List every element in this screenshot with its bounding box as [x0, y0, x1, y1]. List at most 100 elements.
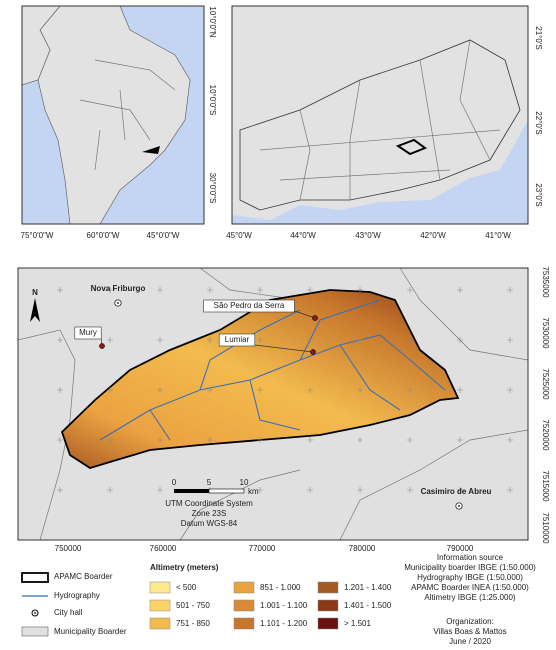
altimetry-swatch	[317, 599, 339, 612]
grid-cross	[157, 387, 163, 393]
grid-cross	[507, 337, 513, 343]
altimetry-label: 1.201 - 1.400	[344, 583, 392, 592]
northing-label: 7520000	[541, 419, 550, 451]
altimetry-swatch	[149, 617, 171, 630]
grid-cross	[157, 437, 163, 443]
info-line: APAMC Boarder INEA (1:50.000)	[411, 583, 529, 592]
info-line: Altimetry IBGE (1:25.000)	[424, 593, 515, 602]
grid-cross	[207, 287, 213, 293]
grid-cross	[307, 437, 313, 443]
label-box	[74, 326, 102, 340]
legend-label: City hall	[54, 608, 83, 617]
grid-cross	[107, 337, 113, 343]
lon-label: 41°0'W	[485, 231, 511, 240]
legend-label: Hydrography	[54, 591, 100, 600]
grid-cross	[357, 387, 363, 393]
grid-cross	[57, 287, 63, 293]
lon-label: 45°0'0"W	[147, 231, 180, 240]
grid-cross	[357, 337, 363, 343]
credits-line: Villas Boas & Mattos	[433, 627, 506, 636]
lon-label: 60°0'0"W	[87, 231, 120, 240]
easting-label: 780000	[349, 544, 376, 553]
scale-unit: km	[248, 487, 259, 496]
place-label: Casimiro de Abreu	[421, 487, 492, 496]
scale-bar	[208, 488, 245, 494]
leader	[254, 344, 314, 353]
grid-cross	[207, 437, 213, 443]
grid-cross	[507, 487, 513, 493]
northing-label: 7525000	[541, 368, 550, 400]
projection-line: UTM Coordinate System	[165, 499, 253, 508]
grid-cross	[407, 287, 413, 293]
city-hall	[310, 349, 316, 355]
city-hall-dot	[117, 302, 119, 304]
grid-cross	[257, 487, 263, 493]
northing-label: 7530000	[541, 317, 550, 349]
grid-cross	[457, 487, 463, 493]
place-label: Nova Friburgo	[91, 284, 146, 293]
inset-south-america	[21, 5, 205, 225]
altimetry-swatch	[233, 599, 255, 612]
grid-cross	[257, 287, 263, 293]
grid-cross	[357, 487, 363, 493]
altimetry-label: 851 - 1.000	[260, 583, 301, 592]
lat-label: 22°0'S	[534, 111, 543, 134]
inset-state	[231, 5, 529, 225]
grid-cross	[357, 437, 363, 443]
easting-label: 770000	[249, 544, 276, 553]
altimetry-label: < 500	[176, 583, 197, 592]
lat-label: 30°0'0"S	[208, 173, 217, 204]
leader	[294, 310, 316, 319]
projection-line: Datum WGS-84	[181, 519, 238, 528]
grid-cross	[157, 487, 163, 493]
grid-cross	[107, 287, 113, 293]
info-line: Municipality boarder IBGE (1:50.000)	[404, 563, 536, 572]
city-hall-dot	[458, 505, 460, 507]
grid-cross	[57, 387, 63, 393]
altimetry-swatch	[149, 599, 171, 612]
lat-label: 10°0'0"S	[208, 85, 217, 116]
projection-line: Zone 23S	[192, 509, 227, 518]
lon-label: 45°0'W	[226, 231, 252, 240]
lat-label: 23°0'S	[534, 183, 543, 206]
legend-swatch	[34, 612, 36, 614]
grid-cross	[157, 287, 163, 293]
label-box	[203, 299, 295, 313]
legend-label: Municipality Boarder	[54, 627, 127, 636]
grid-cross	[507, 387, 513, 393]
lon-label: 42°0'W	[420, 231, 446, 240]
scale-tick: 5	[207, 478, 212, 487]
grid-cross	[407, 437, 413, 443]
altimetry-label: 1.001 - 1.100	[260, 601, 308, 610]
grid-cross	[457, 287, 463, 293]
altimetry-swatch	[317, 581, 339, 594]
grid-cross	[407, 487, 413, 493]
easting-label: 760000	[150, 544, 177, 553]
altimetry-title: Altimetry (meters)	[150, 563, 219, 572]
easting-label: 750000	[55, 544, 82, 553]
grid-cross	[257, 337, 263, 343]
apamc-area	[60, 289, 460, 469]
credits-title: Organization:	[446, 617, 494, 626]
info-line: Hydrography IBGE (1:50.000)	[417, 573, 523, 582]
scale-bar	[174, 489, 209, 493]
altimetry-label: 1.101 - 1.200	[260, 619, 308, 628]
legend-label: APAMC Boarder	[54, 572, 113, 581]
lon-label: 75°0'0"W	[21, 231, 54, 240]
scale-tick: 10	[240, 478, 249, 487]
grid-cross	[457, 387, 463, 393]
grid-cross	[57, 487, 63, 493]
north-arrow: N	[32, 288, 38, 297]
grid-cross	[407, 337, 413, 343]
altimetry-label: > 1.501	[344, 619, 371, 628]
grid-cross	[307, 287, 313, 293]
grid-cross	[507, 437, 513, 443]
grid-cross	[107, 487, 113, 493]
easting-label: 790000	[447, 544, 474, 553]
lon-label: 44°0'W	[290, 231, 316, 240]
grid-cross	[307, 487, 313, 493]
altimetry-label: 501 - 750	[176, 601, 210, 610]
lon-label: 43°0'W	[355, 231, 381, 240]
grid-cross	[257, 387, 263, 393]
